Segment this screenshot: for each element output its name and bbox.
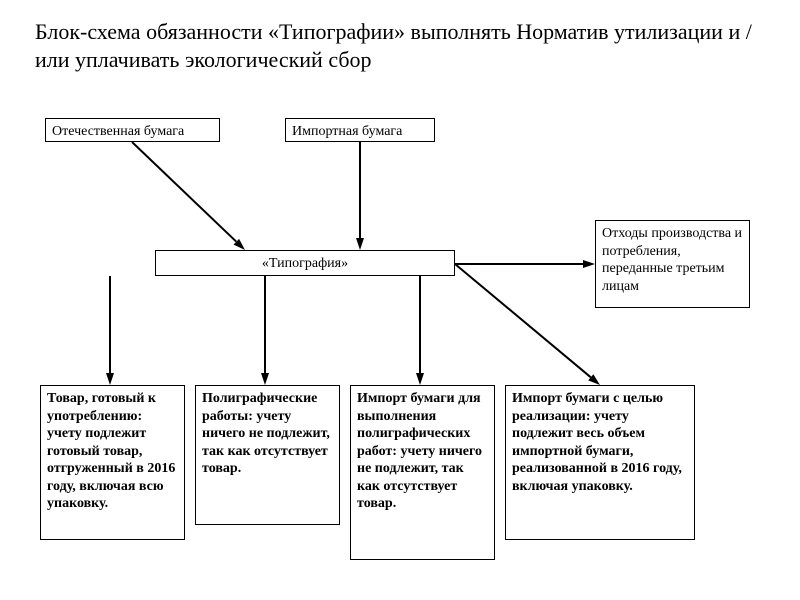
- node-imported-paper-label: Импортная бумага: [286, 119, 434, 145]
- node-typography-label: «Типография»: [156, 251, 454, 277]
- node-poly-works-label: Полиграфические работы: учету ничего не …: [196, 386, 339, 482]
- node-goods-ready: Товар, готовый к употреблению: учету под…: [40, 385, 185, 540]
- node-import-for-sale: Импорт бумаги с целью реализации: учету …: [505, 385, 695, 540]
- node-goods-ready-label: Товар, готовый к употреблению: учету под…: [41, 386, 184, 517]
- node-import-for-works-label: Импорт бумаги для выполнения полиграфиче…: [351, 386, 494, 517]
- node-waste-label: Отходы производства и потребления, перед…: [596, 221, 749, 299]
- node-import-for-sale-label: Импорт бумаги с целью реализации: учету …: [506, 386, 694, 499]
- node-typography: «Типография»: [155, 250, 455, 276]
- node-waste: Отходы производства и потребления, перед…: [595, 220, 750, 308]
- node-import-for-works: Импорт бумаги для выполнения полиграфиче…: [350, 385, 495, 560]
- node-domestic-paper: Отечественная бумага: [45, 118, 220, 142]
- node-poly-works: Полиграфические работы: учету ничего не …: [195, 385, 340, 525]
- diagram-title: Блок-схема обязанности «Типографии» выпо…: [35, 18, 755, 73]
- node-imported-paper: Импортная бумага: [285, 118, 435, 142]
- node-domestic-paper-label: Отечественная бумага: [46, 119, 219, 145]
